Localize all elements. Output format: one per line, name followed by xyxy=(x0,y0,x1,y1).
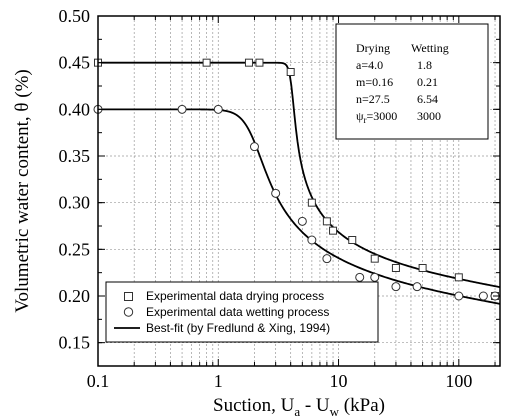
param-n-drying: n=27.5 xyxy=(356,92,390,106)
y-tick-label: 0.35 xyxy=(59,146,91,166)
param-header-wetting: Wetting xyxy=(411,41,449,55)
drying-data-point xyxy=(307,198,316,207)
drying-data-point xyxy=(454,273,463,282)
param-psi-drying: ψr=3000 xyxy=(356,109,397,125)
x-axis-title: Suction, Ua - Uw (kPa) xyxy=(213,395,385,419)
wetting-data-point xyxy=(412,282,422,292)
wetting-data-point xyxy=(322,254,332,264)
legend-wetting-label: Experimental data wetting process xyxy=(146,305,329,319)
drying-data-point xyxy=(348,236,357,244)
legend-frame xyxy=(105,281,379,343)
wetting-data-point xyxy=(355,272,365,282)
y-tick-label: 0.45 xyxy=(59,53,91,73)
x-tick-label: 1 xyxy=(214,371,223,391)
drying-data-point xyxy=(391,264,400,272)
legend: Experimental data drying process Experim… xyxy=(105,281,379,343)
x-tick-label: 100 xyxy=(445,371,472,391)
drying-data-point xyxy=(322,217,331,226)
legend-square-marker xyxy=(124,292,133,301)
legend-drying-label: Experimental data drying process xyxy=(146,289,324,303)
drying-data-point xyxy=(255,58,264,67)
wetting-data-point xyxy=(370,272,380,282)
x-tick-label: 0.1 xyxy=(87,371,110,391)
y-tick-label: 0.40 xyxy=(59,99,91,119)
drying-data-point xyxy=(244,58,253,67)
param-header-drying: Drying xyxy=(356,41,390,55)
drying-data-point xyxy=(286,68,295,76)
drying-data-point xyxy=(370,254,379,263)
y-tick-label: 0.20 xyxy=(59,286,91,306)
y-axis-title: Volumetric water content, θ (%) xyxy=(12,69,33,313)
param-m-wetting: 0.21 xyxy=(417,75,438,89)
wetting-data-point xyxy=(213,104,223,114)
data-markers xyxy=(93,58,500,301)
param-n-wetting: 6.54 xyxy=(417,92,438,106)
plot-frame xyxy=(97,15,501,367)
wetting-data-point xyxy=(271,188,281,198)
parameter-box-frame xyxy=(335,23,489,140)
wetting-data-point xyxy=(297,216,307,226)
drying-data-point xyxy=(202,58,211,67)
wetting-data-point xyxy=(454,291,464,301)
wetting-fit-curve xyxy=(98,108,501,305)
wetting-data-point xyxy=(478,291,488,301)
drying-fit-curve xyxy=(98,61,501,289)
best-fit-curves xyxy=(98,61,501,305)
y-tick-label: 0.30 xyxy=(59,193,91,213)
param-psi-wetting: 3000 xyxy=(417,109,441,123)
y-tick-label: 0.15 xyxy=(59,333,91,353)
parameter-box: Drying Wetting a=4.0 1.8 m=0.16 0.21 n=2… xyxy=(335,23,489,140)
wetting-data-point xyxy=(177,104,187,114)
axis-ticks xyxy=(97,15,500,367)
drying-data-point xyxy=(329,226,338,235)
legend-circle-marker xyxy=(123,307,134,317)
y-tick-label: 0.50 xyxy=(59,6,91,26)
y-tick-label: 0.25 xyxy=(59,239,91,259)
wetting-data-point xyxy=(249,142,259,152)
wetting-data-point xyxy=(391,282,401,292)
drying-data-point xyxy=(418,264,427,272)
wetting-data-point xyxy=(307,235,317,245)
param-a-wetting: 1.8 xyxy=(417,58,432,72)
x-tick-label: 10 xyxy=(330,371,348,391)
param-a-drying: a=4.0 xyxy=(356,58,383,72)
legend-fit-label: Best-fit (by Fredlund & Xing, 1994) xyxy=(146,321,330,335)
param-m-drying: m=0.16 xyxy=(356,75,393,89)
tick-labels: 0.15 0.20 0.25 0.30 0.35 0.40 0.45 0.50 0.1 1 10 10… xyxy=(59,6,473,391)
